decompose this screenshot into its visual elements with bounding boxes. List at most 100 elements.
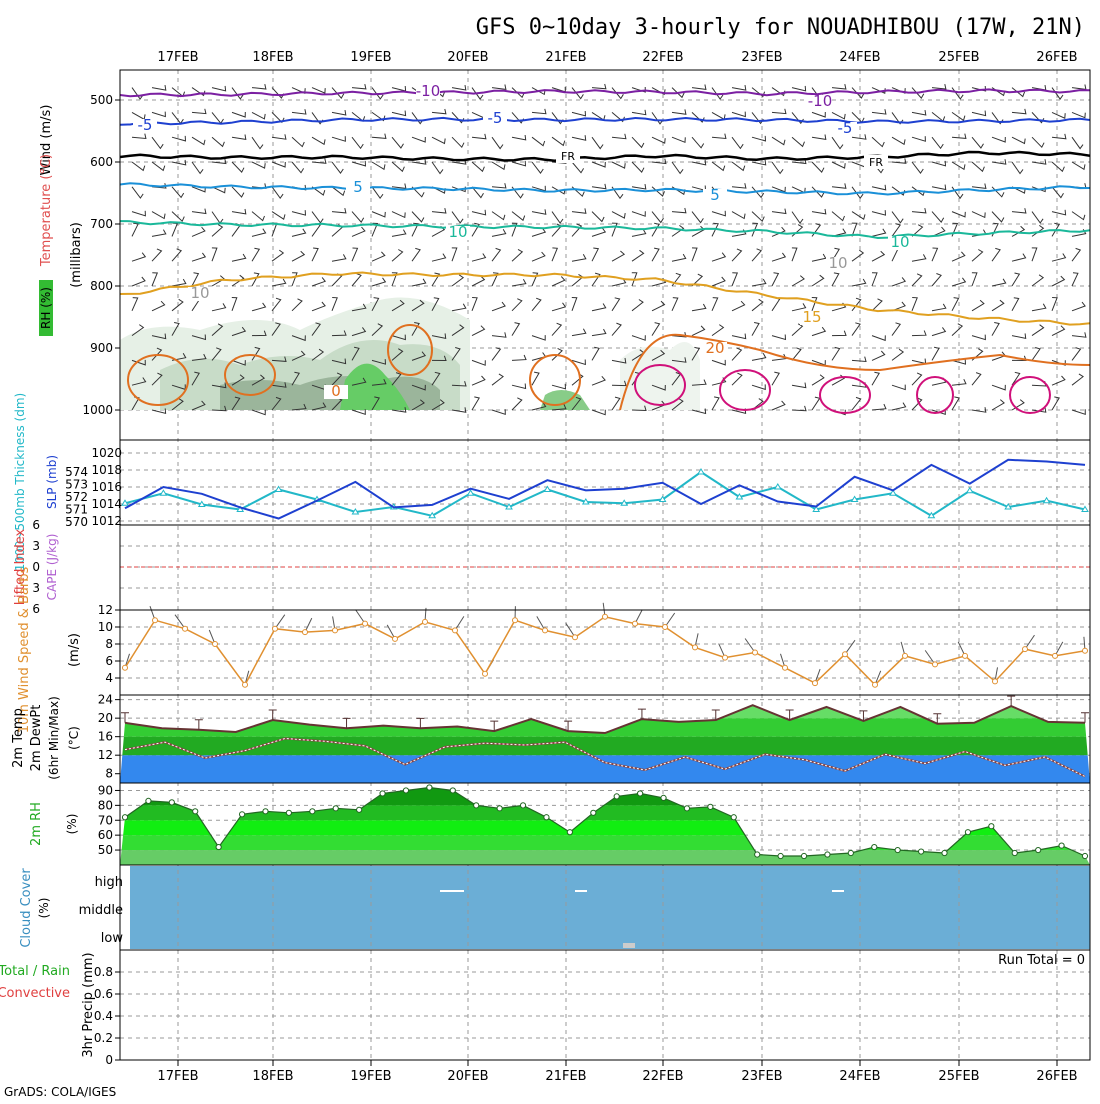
contour-label: FR [869, 156, 883, 169]
wind-barb [352, 248, 358, 261]
p5-tick-8: 8 [105, 767, 113, 781]
wind-barb [652, 112, 663, 124]
wind-barb [1052, 254, 1066, 262]
wind-barb [1072, 162, 1085, 169]
wind-barb [912, 298, 917, 311]
p3-tick-6: 6 [32, 602, 40, 616]
panel-frame-8 [120, 950, 1090, 1060]
wind-barb [412, 279, 426, 286]
wind-barb [232, 187, 244, 197]
wind-barb [912, 208, 926, 213]
temp-minmax-bar [638, 709, 646, 719]
temp-band-1 [120, 737, 1090, 756]
wind-barb [892, 403, 906, 410]
rh-point [825, 852, 830, 857]
date-top-26FEB: 26FEB [1036, 50, 1077, 65]
wind-barb [1012, 208, 1026, 213]
wind-barb [332, 254, 346, 261]
wind-barb [1032, 137, 1044, 147]
rh-point [239, 812, 244, 817]
wind-barb [992, 323, 999, 336]
temp-contour-blob-7 [917, 377, 953, 413]
rh-point [1012, 850, 1017, 855]
wind-barb [172, 299, 183, 311]
wind-barb [292, 299, 302, 311]
wind-barb [912, 331, 926, 336]
wind-barb [1012, 162, 1023, 174]
wind-barb [312, 277, 325, 286]
wind-barb [572, 374, 583, 386]
footer-credit: GrADS: COLA/IGES [4, 1085, 116, 1099]
wind-barb [632, 162, 644, 172]
p8-conv-label: Convective [0, 986, 70, 1001]
wind-barb [352, 137, 363, 148]
wind-barb [572, 162, 584, 173]
p4-tick-10: 10 [98, 620, 113, 634]
temp-bands [120, 672, 1090, 783]
wind-barb [232, 162, 244, 172]
p4-tick-4: 4 [105, 671, 113, 685]
wind-barb [392, 230, 406, 237]
thickness-line [125, 472, 1085, 516]
p1-tick-1000: 1000 [82, 403, 113, 417]
panel5-labels: 2m Temp 2m DewPt (6hr Min/Max) (°C) [11, 696, 81, 780]
wind-barb [392, 137, 404, 148]
wind-barb [232, 254, 246, 261]
date-top-22FEB: 22FEB [642, 50, 683, 65]
rh-point [614, 794, 619, 799]
contour-label: -10 [808, 92, 833, 110]
temp-minmax-bar [195, 720, 203, 730]
wind-barb [652, 301, 665, 311]
date-bottom-22FEB: 22FEB [642, 1069, 683, 1084]
p7-unit-label: (%) [37, 898, 51, 919]
temp-minmax-bar [1007, 696, 1015, 706]
wind-barb [292, 251, 304, 261]
cloud-mark-0 [440, 890, 464, 892]
wind-barb [712, 211, 725, 216]
wind-barb [672, 254, 686, 261]
panel8-labels: Total / Rain Convective 3hr Precip (mm) … [0, 952, 1085, 1057]
wind-barb [732, 137, 743, 148]
temp-dew-plot [120, 672, 1090, 783]
wind-barb [852, 298, 861, 311]
rh-point [520, 803, 525, 808]
wind-barb [1012, 254, 1026, 262]
wind-barb [1072, 112, 1085, 117]
date-bottom-21FEB: 21FEB [545, 1069, 586, 1084]
wind-barb [832, 183, 846, 188]
wind-barb [812, 112, 825, 117]
p8-tick-0: 0 [105, 1053, 113, 1067]
wind-barb [352, 84, 366, 89]
wind-barb [712, 134, 726, 139]
wind-barb [912, 136, 925, 141]
wind-barb [792, 348, 801, 361]
wind-barb [252, 137, 263, 149]
wind-barb [652, 212, 664, 223]
wind-barb [272, 212, 285, 220]
wind-barb [872, 210, 886, 215]
wind-barb [272, 279, 286, 286]
p1-tick-900: 900 [90, 341, 113, 355]
wind-barb [772, 137, 785, 145]
wind-barb [912, 162, 923, 173]
rh-point [403, 788, 408, 793]
wind-barb [332, 162, 343, 173]
wind-barb [472, 298, 477, 311]
p2-tick-left-570: 570 [65, 515, 88, 529]
wind-barb [492, 302, 505, 311]
wind-barb [132, 223, 138, 236]
wind-barb [552, 323, 561, 335]
p3-tick-0: 0 [32, 560, 40, 574]
p2-tick-left-572: 572 [65, 490, 88, 504]
p5-unit-label: (°C) [67, 726, 81, 750]
wind-barb [392, 86, 406, 91]
cloud-high-label: high [95, 875, 123, 890]
wind-barb [912, 359, 926, 364]
wind-barb [392, 162, 404, 171]
p2-tick-right-1020: 1020 [91, 446, 122, 460]
date-top-20FEB: 20FEB [447, 50, 488, 65]
p3-tick-3: 3 [32, 581, 40, 595]
wind-barb [492, 162, 505, 169]
wind-barb [292, 229, 306, 237]
